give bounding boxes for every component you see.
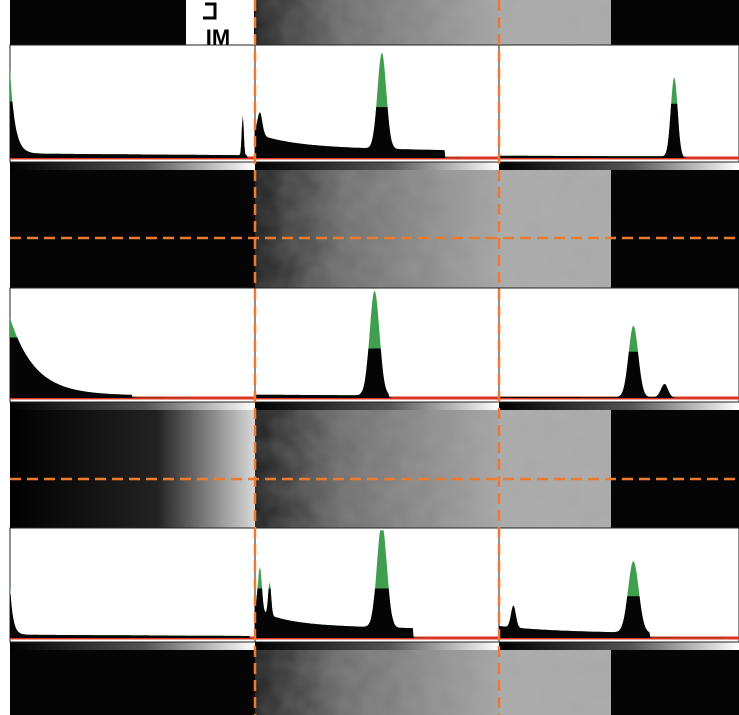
intensity-bar xyxy=(10,642,255,650)
tile-grain xyxy=(499,0,611,45)
tile-grain xyxy=(255,170,499,288)
intensity-bar xyxy=(499,162,739,170)
tile-grain xyxy=(255,0,499,45)
intensity-bar xyxy=(255,642,499,650)
histograms xyxy=(10,45,739,642)
intensity-bar xyxy=(10,402,255,410)
tile-background xyxy=(611,650,739,715)
tile-dark xyxy=(10,170,255,288)
tile-background xyxy=(611,170,739,288)
intensity-bar xyxy=(10,162,255,170)
intensity-bar xyxy=(499,402,739,410)
intensity-bar xyxy=(499,642,739,650)
tile-grain xyxy=(255,410,499,528)
histogram-panel xyxy=(10,528,255,642)
tile-grain xyxy=(499,650,611,715)
tile-background xyxy=(611,410,739,528)
tile-dark xyxy=(10,650,255,715)
figure: IM xyxy=(0,0,739,715)
page: IM (() => { const data = JSON.parse(docu… xyxy=(0,0,739,715)
histogram-panel xyxy=(10,45,255,162)
tile-grain xyxy=(255,650,499,715)
tile-background xyxy=(611,0,739,45)
histogram-panel xyxy=(499,45,739,162)
histogram-panel xyxy=(499,528,739,642)
intensity-bar xyxy=(255,402,499,410)
tile-grain xyxy=(499,170,611,288)
tile-dark xyxy=(10,410,255,528)
histogram-panel xyxy=(499,288,739,402)
tile-grain xyxy=(499,410,611,528)
intensity-bar xyxy=(255,162,499,170)
